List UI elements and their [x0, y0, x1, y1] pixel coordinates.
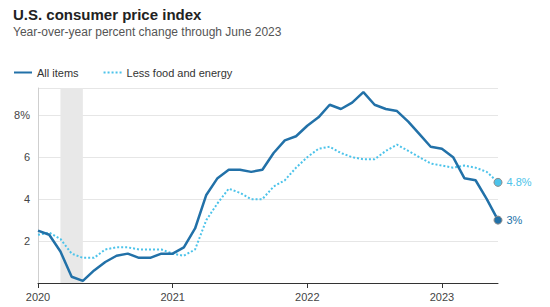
- svg-text:2022: 2022: [295, 291, 319, 303]
- svg-text:2020: 2020: [26, 291, 50, 303]
- svg-text:Less food and energy: Less food and energy: [127, 67, 233, 79]
- svg-text:3%: 3%: [507, 214, 523, 226]
- svg-text:All items: All items: [37, 67, 79, 79]
- svg-text:4.8%: 4.8%: [507, 176, 532, 188]
- svg-text:U.S. consumer price index: U.S. consumer price index: [13, 6, 202, 23]
- svg-text:2023: 2023: [430, 291, 454, 303]
- svg-text:2021: 2021: [160, 291, 184, 303]
- svg-text:4: 4: [24, 193, 30, 205]
- svg-text:8%: 8%: [14, 109, 30, 121]
- svg-text:6: 6: [24, 151, 30, 163]
- svg-text:Year-over-year percent change: Year-over-year percent change through Ju…: [13, 25, 282, 39]
- svg-text:2: 2: [24, 235, 30, 247]
